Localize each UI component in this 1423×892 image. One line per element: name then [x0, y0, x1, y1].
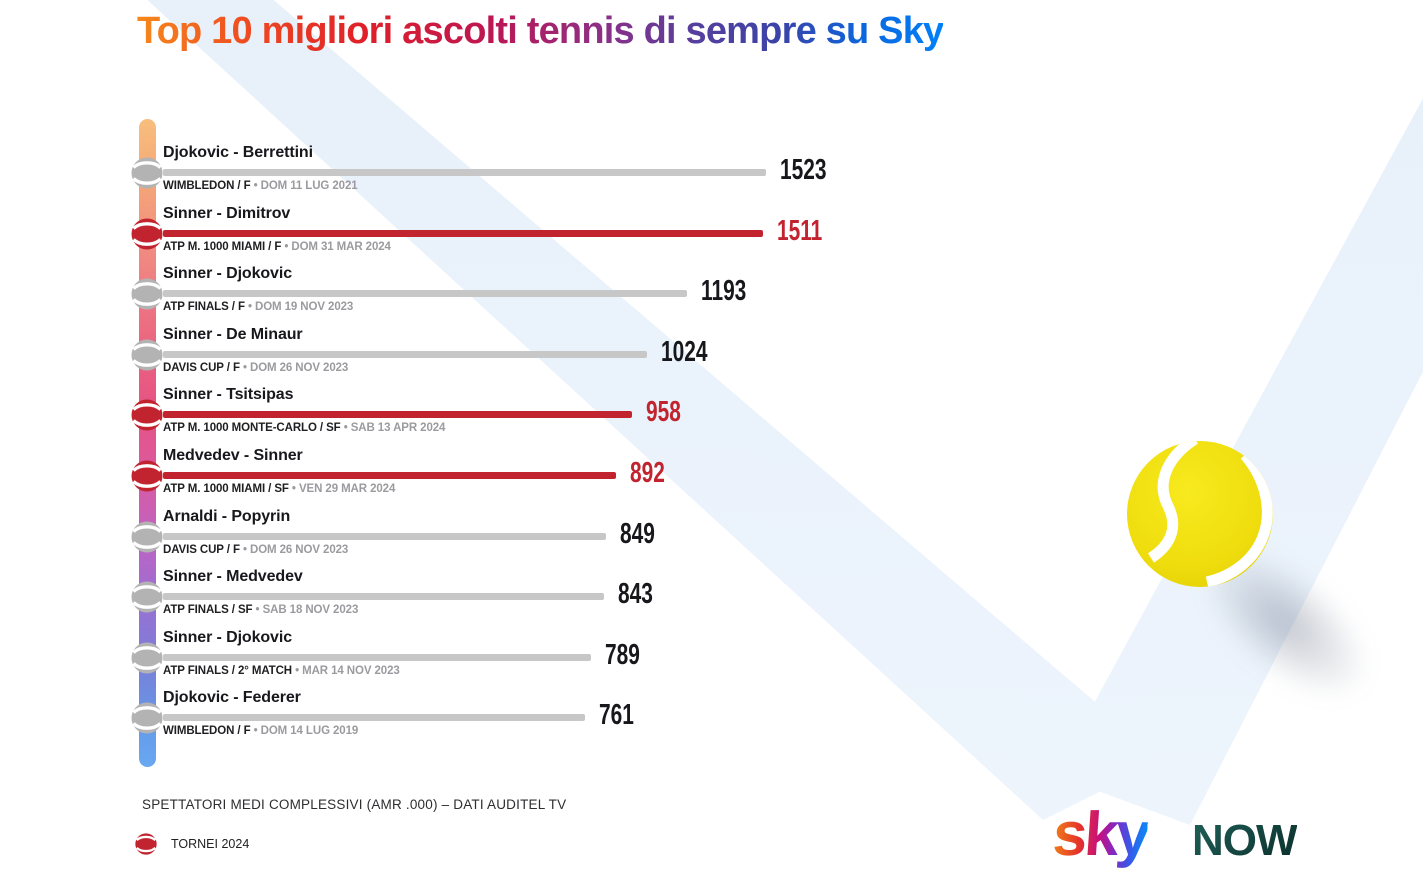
bullet-separator: • — [252, 604, 263, 616]
value-label: 1511 — [777, 215, 823, 247]
event-label: ATP FINALS / F — [163, 301, 245, 313]
value-bar — [163, 533, 606, 540]
match-detail: ATP M. 1000 MIAMI / SF • VEN 29 MAR 2024 — [163, 483, 395, 495]
date-label: DOM 11 LUG 2021 — [260, 180, 358, 192]
date-label: DOM 26 NOV 2023 — [250, 544, 349, 556]
value-label: 1024 — [661, 336, 708, 368]
tennis-ball-icon — [131, 702, 163, 739]
match-title: Sinner - Dimitrov — [163, 205, 291, 222]
value-bar — [163, 411, 632, 418]
event-label: WIMBLEDON / F — [163, 180, 251, 192]
match-title: Sinner - Djokovic — [163, 265, 292, 282]
match-detail: ATP FINALS / 2° MATCH • MAR 14 NOV 2023 — [163, 665, 400, 677]
date-label: DOM 14 LUG 2019 — [260, 725, 359, 737]
bullet-separator: • — [340, 422, 351, 434]
tennis-ball-icon — [131, 218, 163, 255]
ranking-row: Sinner - Djokovic 1193 ATP FINALS / F • DO… — [131, 265, 1031, 323]
ranking-row: Sinner - Tsitsipas 958 ATP M. 1000 MONTE-C… — [131, 386, 1031, 444]
value-label: 849 — [620, 518, 655, 550]
match-title: Sinner - De Minaur — [163, 326, 303, 343]
ranking-row: Sinner - Djokovic 789 ATP FINALS / 2° MATC… — [131, 629, 1031, 687]
bullet-separator: • — [250, 725, 261, 737]
value-label: 843 — [618, 578, 653, 610]
ranking-row: Sinner - Dimitrov 1511 ATP M. 1000 MIAMI /… — [131, 205, 1031, 263]
event-label: ATP M. 1000 MIAMI / SF — [163, 483, 289, 495]
ranking-row: Djokovic - Berrettini 1523 WIMBLEDON / F •… — [131, 144, 1031, 202]
date-label: DOM 26 NOV 2023 — [250, 362, 349, 374]
value-label: 892 — [630, 457, 665, 489]
match-detail: WIMBLEDON / F • DOM 11 LUG 2021 — [163, 180, 358, 192]
big-tennis-ball — [1127, 441, 1273, 587]
date-label: SAB 18 NOV 2023 — [262, 604, 359, 616]
tennis-ball-icon — [131, 460, 163, 497]
event-label: WIMBLEDON / F — [163, 725, 251, 737]
bullet-separator: • — [250, 180, 261, 192]
tennis-ball-icon — [131, 339, 163, 376]
value-label: 1523 — [780, 154, 827, 186]
date-label: MAR 14 NOV 2023 — [302, 665, 400, 677]
tennis-ball-icon — [131, 399, 163, 436]
tennis-ball-icon — [131, 521, 163, 558]
value-bar — [163, 230, 763, 237]
bullet-separator: • — [281, 241, 292, 253]
event-label: DAVIS CUP / F — [163, 362, 240, 374]
match-title: Sinner - Djokovic — [163, 629, 292, 646]
date-label: DOM 19 NOV 2023 — [255, 301, 354, 313]
match-title: Sinner - Medvedev — [163, 568, 303, 585]
value-bar — [163, 290, 687, 297]
tennis-ball-icon — [131, 581, 163, 618]
ranking-row: Sinner - De Minaur 1024 DAVIS CUP / F • DO… — [131, 326, 1031, 384]
page-title: Top 10 migliori ascolti tennis di sempre… — [137, 10, 944, 52]
sky-logo: sky — [1050, 800, 1150, 869]
match-detail: DAVIS CUP / F • DOM 26 NOV 2023 — [163, 544, 348, 556]
value-bar — [163, 654, 591, 661]
value-label: 1193 — [701, 275, 747, 307]
match-title: Djokovic - Federer — [163, 689, 301, 706]
event-label: ATP M. 1000 MONTE-CARLO / SF — [163, 422, 341, 434]
value-bar — [163, 169, 766, 176]
ranking-row: Djokovic - Federer 761 WIMBLEDON / F • DOM… — [131, 689, 1031, 747]
value-label: 761 — [599, 699, 634, 731]
match-detail: ATP M. 1000 MIAMI / F • DOM 31 MAR 2024 — [163, 241, 391, 253]
event-label: ATP FINALS / 2° MATCH — [163, 665, 292, 677]
tennis-ball-icon — [131, 642, 163, 679]
match-detail: ATP FINALS / F • DOM 19 NOV 2023 — [163, 301, 353, 313]
bullet-separator: • — [244, 301, 255, 313]
value-bar — [163, 593, 604, 600]
match-detail: ATP FINALS / SF • SAB 18 NOV 2023 — [163, 604, 358, 616]
ranking-row: Medvedev - Sinner 892 ATP M. 1000 MIAMI / … — [131, 447, 1031, 505]
event-label: ATP M. 1000 MIAMI / F — [163, 241, 282, 253]
match-detail: DAVIS CUP / F • DOM 26 NOV 2023 — [163, 362, 348, 374]
value-bar — [163, 472, 616, 479]
match-title: Medvedev - Sinner — [163, 447, 303, 464]
value-bar — [163, 351, 647, 358]
source-note: SPETTATORI MEDI COMPLESSIVI (AMR .000) –… — [142, 797, 567, 812]
tennis-ball-icon — [131, 157, 163, 194]
tennis-ball-icon — [131, 278, 163, 315]
value-label: 789 — [605, 639, 640, 671]
date-label: VEN 29 MAR 2024 — [298, 483, 396, 495]
ranking-row: Sinner - Medvedev 843 ATP FINALS / SF • SA… — [131, 568, 1031, 626]
check-left-arm — [147, 0, 1163, 820]
value-bar — [163, 714, 585, 721]
date-label: DOM 31 MAR 2024 — [291, 241, 391, 253]
event-label: ATP FINALS / SF — [163, 604, 253, 616]
date-label: SAB 13 APR 2024 — [350, 422, 446, 434]
match-detail: ATP M. 1000 MONTE-CARLO / SF • SAB 13 AP… — [163, 422, 445, 434]
match-detail: WIMBLEDON / F • DOM 14 LUG 2019 — [163, 725, 358, 737]
event-label: DAVIS CUP / F — [163, 544, 240, 556]
bullet-separator: • — [239, 544, 250, 556]
match-title: Sinner - Tsitsipas — [163, 386, 294, 403]
match-title: Arnaldi - Popyrin — [163, 508, 291, 525]
bullet-separator: • — [239, 362, 250, 374]
value-label: 958 — [646, 396, 681, 428]
bullet-separator: • — [292, 665, 303, 677]
match-title: Djokovic - Berrettini — [163, 144, 313, 161]
bullet-separator: • — [288, 483, 299, 495]
tennis-ball-icon — [135, 833, 157, 860]
legend-label: TORNEI 2024 — [171, 837, 250, 851]
ranking-row: Arnaldi - Popyrin 849 DAVIS CUP / F • DOM … — [131, 508, 1031, 566]
now-logo: NOW — [1192, 816, 1298, 865]
